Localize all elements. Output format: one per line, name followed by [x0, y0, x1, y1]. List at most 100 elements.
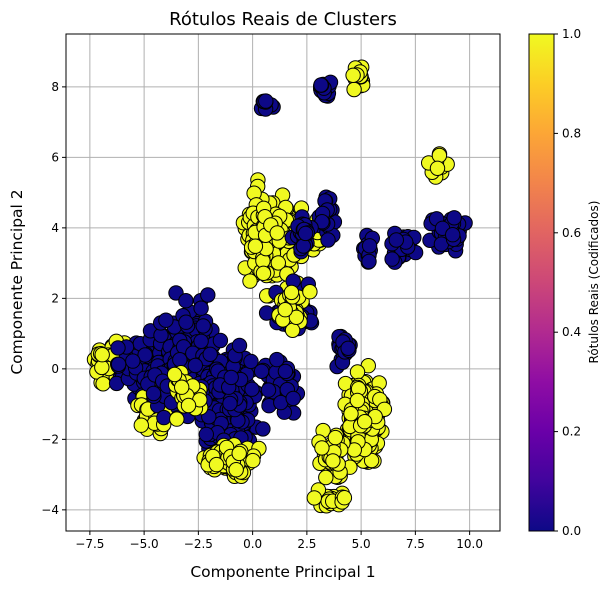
data-point-label-0	[137, 347, 153, 363]
data-point-label-1	[94, 347, 110, 363]
x-axis-ticks: −7.5 −5.0 −2.5 0.0 2.5 5.0 7.5 10.0	[75, 531, 483, 551]
data-point-label-0	[244, 381, 260, 397]
y-tick-label: −2	[41, 432, 59, 446]
y-tick-label: 0	[51, 362, 59, 376]
data-point-label-0	[110, 340, 126, 356]
data-point-label-1	[343, 406, 359, 422]
y-tick-label: 2	[51, 291, 59, 305]
data-point-label-0	[295, 238, 312, 254]
data-point-label-1	[325, 453, 341, 469]
data-point-label-1	[283, 284, 300, 301]
x-tick-label: 10.0	[456, 537, 483, 551]
data-point-label-1	[169, 411, 185, 427]
data-point-label-0	[110, 356, 127, 372]
data-point-label-1	[133, 417, 150, 433]
data-point-label-1	[95, 376, 111, 392]
data-point-label-1	[242, 273, 258, 289]
data-point-label-0	[243, 353, 259, 370]
data-point-label-0	[361, 238, 378, 254]
data-point-label-1	[429, 160, 446, 177]
data-point-label-1	[208, 456, 225, 473]
data-point-label-1	[166, 366, 183, 383]
data-point-label-0	[258, 93, 274, 109]
data-point-label-0	[212, 332, 229, 349]
x-axis-label: Componente Principal 1	[190, 563, 375, 581]
data-point-label-0	[253, 363, 270, 379]
data-point-label-0	[313, 77, 329, 93]
data-point-label-1	[306, 490, 322, 506]
data-point-label-1	[302, 284, 318, 300]
data-point-label-0	[193, 300, 209, 316]
data-point-label-0	[223, 369, 239, 386]
data-point-label-1	[269, 225, 285, 241]
data-point-label-1	[431, 147, 448, 164]
x-tick-label: −7.5	[75, 537, 104, 551]
y-tick-label: 6	[51, 150, 59, 164]
x-tick-label: 7.5	[406, 537, 425, 551]
data-point-label-0	[277, 363, 294, 380]
data-point-label-1	[288, 309, 305, 325]
data-point-label-0	[172, 352, 188, 368]
data-point-label-0	[178, 293, 194, 309]
colorbar-label: Rótulos Reais (Codificados)	[587, 201, 601, 364]
data-point-label-0	[200, 287, 216, 303]
data-point-label-0	[260, 382, 277, 398]
data-point-label-1	[318, 469, 334, 486]
data-point-label-1	[357, 414, 373, 430]
data-point-label-0	[198, 426, 215, 443]
y-tick-label: 8	[51, 80, 59, 94]
x-tick-label: 2.5	[297, 537, 316, 551]
y-axis-label: Componente Principal 2	[8, 189, 26, 374]
data-point-label-0	[156, 409, 172, 426]
x-tick-label: 0.0	[243, 537, 262, 551]
data-point-label-0	[187, 357, 204, 374]
data-point-label-0	[255, 421, 271, 437]
data-point-label-0	[231, 337, 248, 354]
data-point-label-0	[145, 385, 162, 402]
data-point-label-1	[314, 440, 330, 456]
data-point-label-1	[174, 379, 190, 395]
data-point-label-1	[277, 302, 293, 318]
data-point-label-1	[345, 67, 361, 84]
data-point-label-1	[180, 397, 197, 414]
chart-title: Rótulos Reais de Clusters	[169, 9, 397, 30]
data-point-label-0	[361, 253, 377, 270]
x-tick-label: −2.5	[184, 537, 213, 551]
data-point-label-0	[178, 314, 194, 330]
data-point-label-1	[255, 265, 272, 281]
data-point-label-1	[270, 255, 286, 271]
plot-frame	[65, 33, 501, 532]
y-tick-label: −4	[41, 503, 59, 517]
x-tick-label: −5.0	[130, 537, 159, 551]
data-point-label-0	[446, 210, 462, 226]
data-point-label-1	[349, 364, 366, 380]
colorbar-ticks: 0.0 0.2 0.4 0.6 0.8 1.0	[554, 27, 581, 538]
data-point-label-0	[195, 318, 211, 334]
colorbar-tick-label: 0.2	[562, 425, 581, 439]
x-tick-label: 5.0	[352, 537, 371, 551]
data-point-label-0	[384, 251, 400, 267]
colorbar-tick-label: 0.6	[562, 226, 581, 240]
data-point-label-0	[202, 346, 218, 362]
y-axis-ticks: −4 −2 0 2 4 6 8	[41, 80, 66, 517]
colorbar-tick-label: 1.0	[562, 27, 581, 41]
data-point-label-1	[346, 81, 362, 98]
data-points	[86, 59, 473, 514]
data-point-label-1	[231, 445, 247, 462]
data-point-label-0	[158, 312, 174, 328]
data-point-label-1	[363, 452, 380, 469]
data-point-label-0	[285, 390, 301, 407]
data-point-label-1	[245, 452, 261, 469]
data-point-label-0	[320, 232, 336, 248]
data-point-label-0	[269, 351, 285, 368]
data-point-label-1	[327, 429, 344, 446]
y-tick-label: 4	[51, 221, 59, 235]
data-point-label-0	[193, 333, 209, 349]
colorbar-tick-label: 0.8	[562, 126, 581, 140]
colorbar-tick-label: 0.4	[562, 325, 581, 339]
data-point-label-1	[349, 392, 366, 409]
data-point-label-0	[445, 227, 461, 243]
colorbar-tick-label: 0.0	[562, 524, 581, 538]
data-point-label-0	[297, 225, 314, 242]
